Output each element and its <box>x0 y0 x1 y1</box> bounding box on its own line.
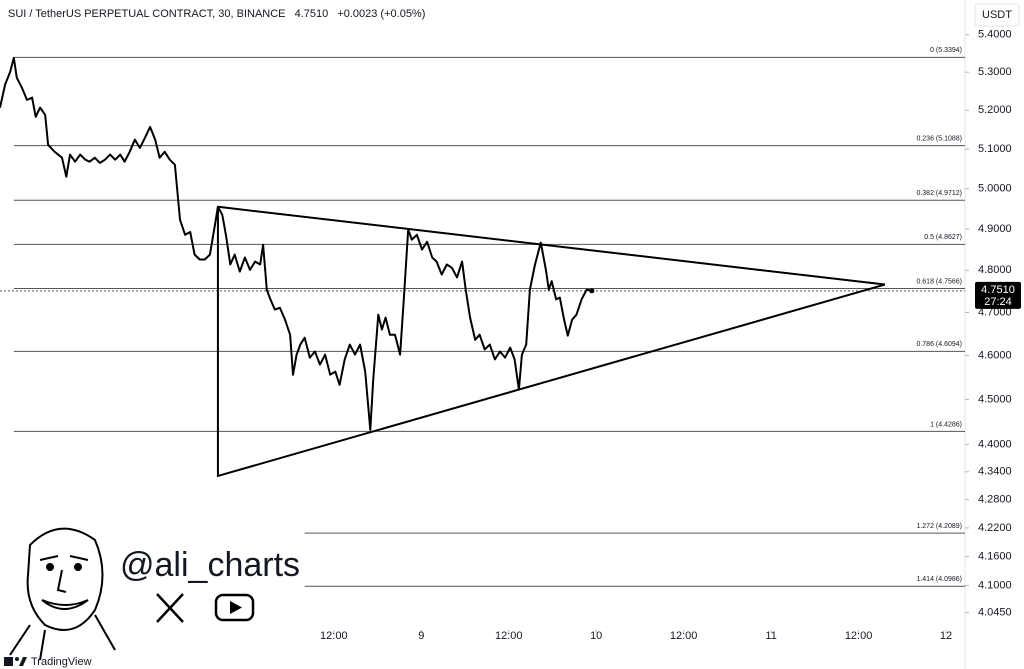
header-change: +0.0023 (+0.05%) <box>337 8 426 20</box>
x-tick-label: 11 <box>765 630 776 642</box>
x-icon <box>156 593 184 623</box>
y-tick-label: 4.1000 <box>978 580 1012 592</box>
fib-label: 0.5 (4.8627) <box>924 234 962 241</box>
x-tick-label: 12 <box>940 630 952 642</box>
currency-box <box>974 3 1020 27</box>
y-tick-label: 4.7000 <box>978 306 1012 318</box>
watermark-handle: @ali_charts <box>120 546 300 584</box>
y-tick-label: 4.6000 <box>978 349 1012 361</box>
footer-brand: TradingView <box>31 656 92 668</box>
y-tick-label: 5.0000 <box>978 183 1012 195</box>
price-line <box>0 56 593 431</box>
y-tick-label: 4.0450 <box>978 607 1012 619</box>
fib-label: 0.618 (4.7566) <box>916 278 962 285</box>
tv-logo <box>4 657 27 666</box>
y-tick-label: 4.4000 <box>978 438 1012 450</box>
header: SUI / TetherUS PERPETUAL CONTRACT, 30, B… <box>8 8 431 20</box>
y-tick-label: 5.1000 <box>978 143 1012 155</box>
y-tick-label: 5.2000 <box>978 104 1012 116</box>
y-tick-label: 4.3400 <box>978 466 1012 478</box>
symbol-title: SUI / TetherUS PERPETUAL CONTRACT, 30, B… <box>8 8 286 20</box>
y-tick-label: 4.9000 <box>978 223 1012 235</box>
fib-label: 0.382 (4.9712) <box>916 190 962 197</box>
x-tick-label: 12:00 <box>845 630 873 642</box>
y-tick-label: 4.5000 <box>978 393 1012 405</box>
header-price: 4.7510 <box>294 8 329 20</box>
y-tick-label: 4.8000 <box>978 264 1012 276</box>
y-tick-label: 4.2800 <box>978 494 1012 506</box>
x-tick-label: 12:00 <box>670 630 698 642</box>
x-tick-label: 9 <box>418 630 424 642</box>
y-tick-label: 4.2200 <box>978 522 1012 534</box>
price-badge <box>975 281 1021 309</box>
youtube-icon <box>214 593 255 622</box>
triangle <box>216 205 886 478</box>
avatar <box>9 527 116 661</box>
x-tick-label: 12:00 <box>495 630 523 642</box>
fib-label: 0.786 (4.6094) <box>916 341 962 348</box>
fib-label: 0.236 (5.1088) <box>916 135 962 142</box>
last-point <box>589 288 595 294</box>
fib-label: 1.414 (4.0986) <box>916 576 962 583</box>
y-tick-label: 5.3000 <box>978 66 1012 78</box>
fib-label: 1 (4.4286) <box>930 421 962 428</box>
currency: USDT <box>982 9 1012 21</box>
x-tick-label: 10 <box>590 630 602 642</box>
y-tick-label: 5.4000 <box>978 29 1012 41</box>
fib-label: 1.272 (4.2089) <box>916 523 962 530</box>
fib-label: 0 (5.3394) <box>930 47 962 54</box>
y-tick-label: 4.1600 <box>978 550 1012 562</box>
price-badge-value: 4.7510 <box>981 284 1015 296</box>
x-tick-label: 12:00 <box>320 630 348 642</box>
countdown: 27:24 <box>984 296 1012 308</box>
